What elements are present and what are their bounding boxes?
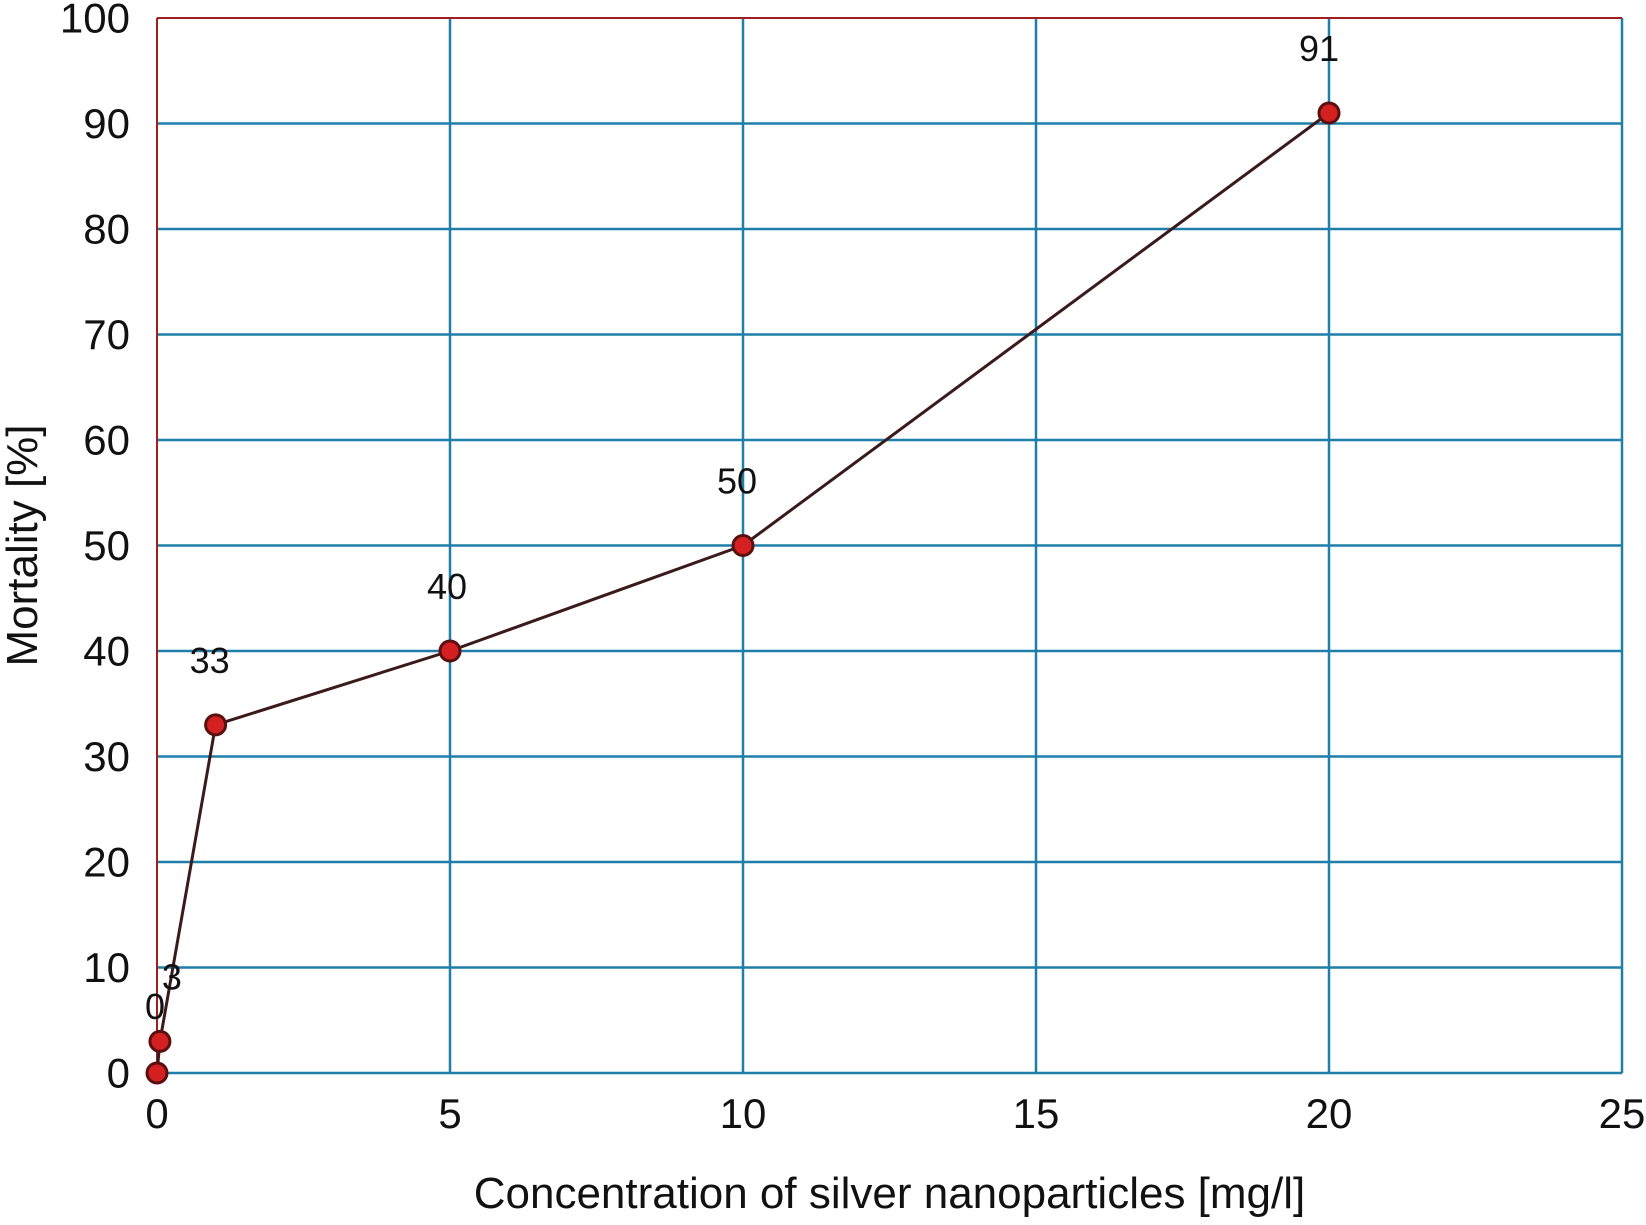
- data-point: [204, 713, 228, 737]
- y-tick-label: 70: [83, 311, 130, 358]
- series: [145, 101, 1341, 1085]
- data-label: 50: [717, 461, 757, 502]
- y-tick-label: 60: [83, 417, 130, 464]
- x-tick-label: 5: [438, 1090, 461, 1137]
- data-label: 40: [427, 566, 467, 607]
- y-tick-label: 30: [83, 733, 130, 780]
- data-label: 91: [1299, 28, 1339, 69]
- x-tick-label: 15: [1013, 1090, 1060, 1137]
- x-axis-label: Concentration of silver nanoparticles [m…: [474, 1169, 1306, 1218]
- x-tick-label: 25: [1599, 1090, 1646, 1137]
- data-label: 0: [145, 986, 165, 1027]
- plot-frame: [156, 17, 1622, 1073]
- data-point: [145, 1061, 169, 1085]
- y-tick-label: 50: [83, 522, 130, 569]
- y-tick-label: 40: [83, 628, 130, 675]
- y-axis-label: Mortality [%]: [0, 424, 47, 666]
- y-tick-label: 100: [60, 0, 130, 42]
- data-label: 33: [190, 640, 230, 681]
- y-tick-label: 0: [107, 1050, 130, 1097]
- y-tick-label: 90: [83, 100, 130, 147]
- data-point: [731, 534, 755, 557]
- data-point: [1317, 101, 1341, 125]
- y-tick-label: 20: [83, 839, 130, 886]
- data-label: 3: [162, 956, 182, 997]
- y-tick-label: 80: [83, 206, 130, 253]
- x-tick-label: 20: [1306, 1090, 1353, 1137]
- x-tick-label: 10: [720, 1090, 767, 1137]
- grid: [157, 18, 1624, 1075]
- data-point: [148, 1029, 172, 1053]
- y-tick-label: 10: [83, 944, 130, 991]
- x-tick-label: 0: [145, 1090, 168, 1137]
- data-point: [438, 639, 462, 663]
